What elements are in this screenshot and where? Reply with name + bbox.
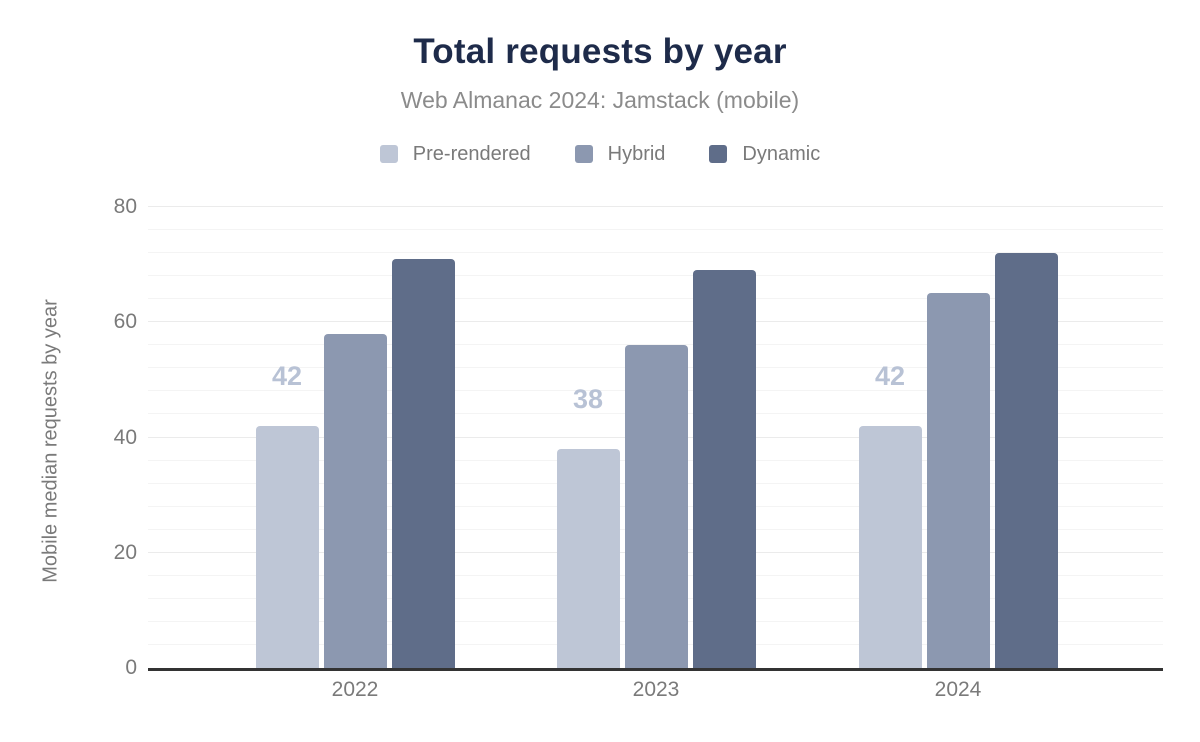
x-tick-2023: 2023 [632, 678, 680, 701]
legend-swatch-icon [574, 145, 593, 163]
x-tick-2022: 2022 [331, 678, 379, 701]
legend-item-hybrid[interactable]: Hybrid [574, 143, 666, 165]
plot-area: 42 38 42 [148, 206, 1163, 671]
minor-gridline-68 [148, 275, 1163, 277]
bar-value-label-2022: 42 [271, 361, 303, 391]
chart-title: Total requests by year [413, 32, 787, 71]
bar-pre-rendered-2022[interactable] [255, 426, 319, 668]
y-tick-60: 60 [113, 310, 137, 334]
major-gridline-60 [148, 321, 1163, 323]
minor-gridline-72 [148, 252, 1163, 254]
bar-dynamic-2022[interactable] [391, 259, 455, 668]
legend-item-dynamic[interactable]: Dynamic [709, 144, 820, 164]
legend-swatch-icon [379, 145, 398, 163]
y-tick-40: 40 [113, 425, 137, 449]
bar-pre-rendered-2023[interactable] [556, 449, 620, 668]
legend: Pre-rendered Hybrid Dynamic [0, 140, 1200, 168]
y-tick-80: 80 [113, 195, 137, 218]
legend-label: Hybrid [607, 143, 666, 165]
legend-item-pre-rendered[interactable]: Pre-rendered [379, 143, 531, 165]
bar-hybrid-2023[interactable] [624, 345, 688, 668]
legend-label: Dynamic [742, 143, 821, 165]
minor-gridline-56 [148, 344, 1163, 346]
legend-label: Pre-rendered [412, 143, 531, 165]
y-tick-20: 20 [113, 540, 137, 564]
bar-dynamic-2023[interactable] [692, 270, 756, 668]
chart-subtitle: Web Almanac 2024: Jamstack (mobile) [400, 87, 800, 113]
bar-value-label-2024: 42 [874, 361, 906, 391]
bar-pre-rendered-2024[interactable] [858, 426, 922, 668]
bar-hybrid-2024[interactable] [926, 293, 990, 668]
minor-gridline-76 [148, 229, 1163, 231]
bar-value-label-2023: 38 [572, 384, 604, 414]
bar-dynamic-2024[interactable] [994, 253, 1058, 668]
minor-gridline-64 [148, 298, 1163, 300]
bar-hybrid-2022[interactable] [323, 334, 387, 668]
major-gridline-80 [148, 206, 1163, 207]
x-tick-2024: 2024 [934, 678, 982, 701]
legend-swatch-icon [709, 145, 728, 163]
y-tick-0: 0 [125, 656, 137, 679]
